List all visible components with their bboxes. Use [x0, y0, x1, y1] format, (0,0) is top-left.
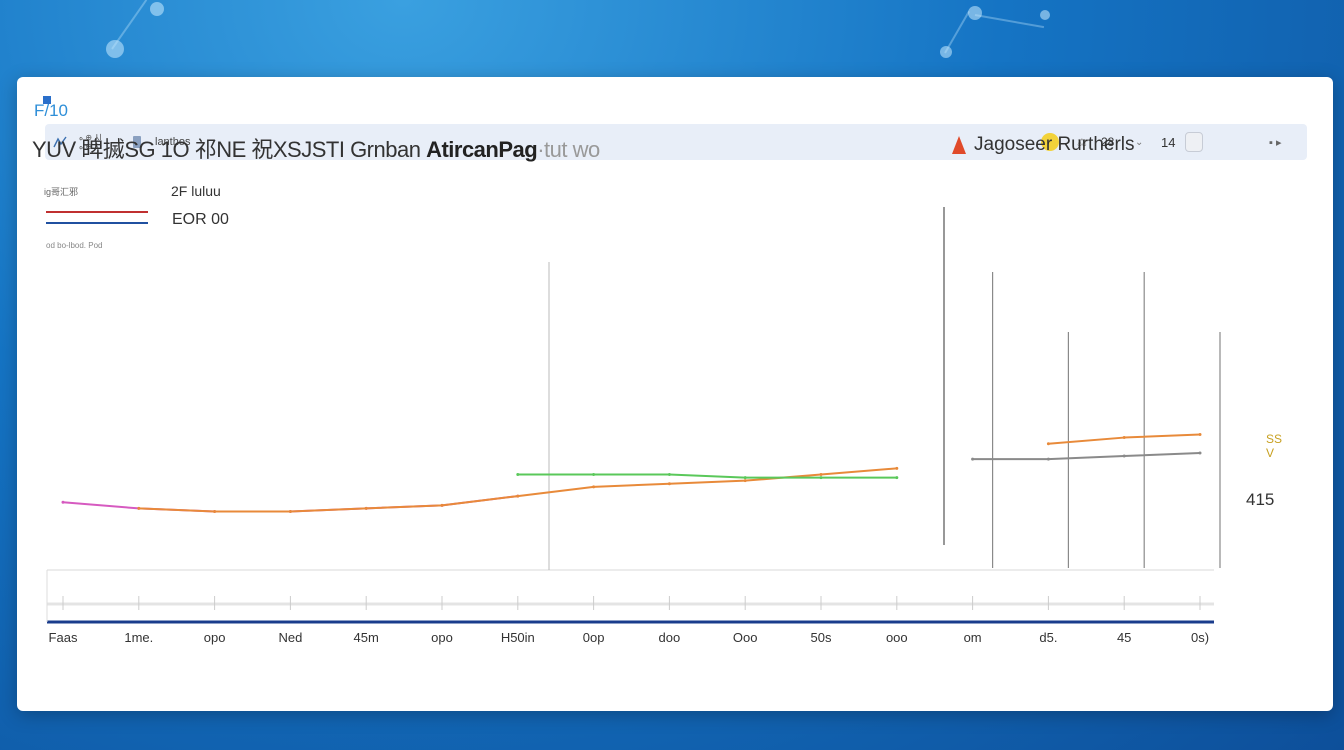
data-point	[1046, 442, 1050, 446]
data-point	[819, 473, 823, 477]
file-tab[interactable]: lanthos	[133, 124, 190, 160]
file-label: lanthos	[155, 136, 191, 148]
flag-icon	[952, 136, 966, 154]
x-tick-label: 45m	[354, 630, 379, 645]
data-point	[743, 479, 747, 483]
side-label-sub: V	[1266, 446, 1275, 460]
chart-subtitle: F/10	[34, 101, 69, 120]
series-line-2	[1048, 433, 1201, 445]
data-point	[895, 466, 899, 470]
toolbar-label-top: ا⅄ ⊕ ه	[79, 133, 102, 142]
scale-icon[interactable]: ⚖	[1077, 136, 1087, 149]
chart-title: YUV 睥搣SG 1O 祁NE 祝XSJSTI Grnban AtircanPa…	[32, 132, 600, 164]
chart-icon[interactable]	[53, 124, 67, 160]
x-tick-label: 0s)	[1191, 630, 1209, 645]
data-point	[516, 494, 520, 498]
page-number[interactable]: 14	[1161, 134, 1176, 150]
legend-label-c: EOR 00	[172, 211, 229, 228]
data-point	[137, 506, 141, 510]
right-panel-title-text: Jagoseer Rurtherls	[974, 134, 1135, 155]
x-tick-label: d5.	[1039, 630, 1057, 645]
data-point	[819, 476, 823, 480]
data-point	[61, 500, 65, 504]
data-point	[1046, 457, 1050, 461]
right-axis-value: 415	[1246, 490, 1275, 509]
data-point	[516, 473, 520, 477]
x-tick-label: doo	[659, 630, 681, 645]
page-box-icon	[1185, 132, 1203, 152]
side-label-text: SS	[1266, 432, 1283, 446]
status-badge[interactable]	[1041, 124, 1059, 160]
data-point	[440, 503, 444, 507]
data-point	[592, 485, 596, 489]
x-tick-label: 0op	[583, 630, 605, 645]
x-tick-label: ooo	[886, 630, 908, 645]
data-point	[1198, 432, 1202, 436]
more-icon[interactable]: ▪ ▸	[1269, 136, 1282, 149]
toolbar-label: ا⅄ ⊕ ه ا⅄ ⊕ ه	[79, 124, 119, 160]
legend-label-a: ig哥汇邪	[44, 187, 79, 197]
x-tick-label: opo	[431, 630, 453, 645]
x-tick-label: 1me.	[124, 630, 153, 645]
x-tick-label: Ned	[278, 630, 302, 645]
x-tick-label: Ooo	[733, 630, 758, 645]
plot-frame	[46, 207, 1214, 624]
x-tick-label: 45	[1117, 630, 1131, 645]
toolbar: ا⅄ ⊕ ه ا⅄ ⊕ ه lanthos ⚖ 28 ⌄ 14 ▪ ▸	[45, 124, 1307, 160]
right-panel-title: Jagoseer Rurtherls	[952, 134, 1135, 156]
x-tick-label: 50s	[811, 630, 832, 645]
window-icon	[43, 96, 51, 104]
page-box[interactable]	[1185, 124, 1203, 160]
legend-label-d: od bo-lbod. Pod	[46, 241, 103, 250]
data-point	[971, 457, 975, 461]
series-line-4	[972, 451, 1201, 461]
series-line-3	[517, 473, 897, 479]
legend-swatch	[46, 211, 148, 224]
data-point	[1122, 454, 1126, 458]
legend-label-b: 2F luluu	[171, 183, 221, 199]
chart-legend: ig哥汇邪 2F luluu EOR 00 od bo-lbod. Pod	[44, 183, 244, 253]
data-point	[592, 473, 596, 477]
chart-title-part1: YUV 睥搣SG 1O 祁NE 祝XSJSTI Grnban	[32, 137, 427, 162]
x-tick-label: H50in	[501, 630, 535, 645]
data-point	[895, 476, 899, 480]
toolbar-label-bottom: ا⅄ ⊕ ه	[79, 142, 102, 151]
side-label: SS V	[1266, 432, 1282, 460]
badge-dot-icon	[1041, 133, 1059, 151]
data-point	[364, 506, 368, 510]
data-point	[1122, 436, 1126, 440]
data-point	[667, 473, 671, 477]
chart-title-part3: ·tut wo	[537, 137, 600, 162]
x-tick-label: om	[964, 630, 982, 645]
x-tick-label: opo	[204, 630, 226, 645]
chevron-down-icon[interactable]: ⌄	[1135, 136, 1144, 148]
data-point	[743, 476, 747, 480]
data-point	[213, 509, 217, 513]
data-point	[667, 482, 671, 486]
data-point	[1198, 451, 1202, 455]
zoom-value[interactable]: 28	[1101, 135, 1115, 149]
document-icon	[133, 136, 141, 148]
chart-title-part2: AtircanPag	[426, 137, 538, 162]
data-point	[288, 509, 292, 513]
x-tick-label: Faas	[49, 630, 78, 645]
